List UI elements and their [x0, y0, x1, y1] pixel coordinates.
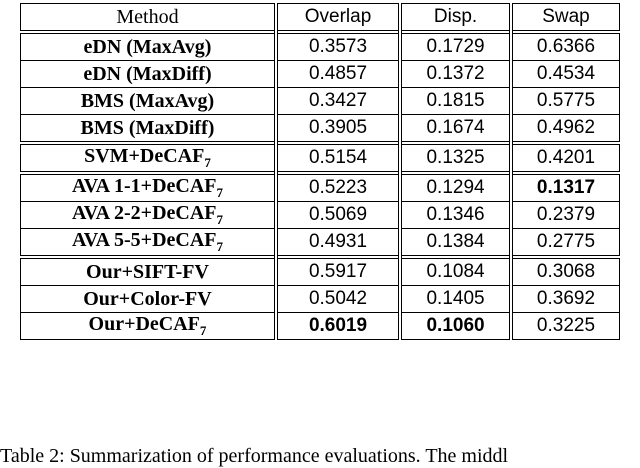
row: BMS (MaxAvg) 0.3427 0.1815 0.5775	[19, 87, 620, 115]
method-cell: BMS (MaxDiff)	[19, 114, 277, 144]
value-cell: 0.5154	[273, 141, 401, 174]
value-cell: 0.1815	[398, 87, 512, 115]
value-cell: 0.1060	[398, 312, 512, 340]
value-cell: 0.1317	[508, 171, 620, 202]
value-cell: 0.6019	[273, 312, 401, 340]
value-cell: 0.4857	[273, 60, 401, 88]
value-cell: 0.1372	[398, 60, 512, 88]
row: AVA 5-5+DeCAF7 0.4931 0.1384 0.2775	[19, 228, 620, 258]
method-name: AVA 1-1+DeCAF	[71, 175, 217, 197]
value-cell: 0.4931	[273, 228, 401, 258]
row: SVM+DeCAF7 0.5154 0.1325 0.4201	[19, 141, 620, 174]
value-cell: 0.3068	[508, 255, 620, 286]
value-cell: 0.5223	[273, 171, 401, 202]
row: AVA 1-1+DeCAF7 0.5223 0.1294 0.1317	[19, 171, 620, 202]
value-cell: 0.5775	[508, 87, 620, 115]
value-cell: 0.3905	[273, 114, 401, 144]
header-cell: Disp.	[398, 3, 512, 33]
caption: Table 2: Summarization of performance ev…	[0, 445, 509, 467]
method-cell: BMS (MaxAvg)	[19, 87, 277, 115]
method-subscript: 7	[199, 323, 207, 338]
method-cell: Our+DeCAF7	[19, 312, 277, 340]
method-cell: eDN (MaxAvg)	[19, 30, 277, 61]
method-subscript: 7	[216, 212, 224, 227]
value-cell: 0.2379	[508, 201, 620, 229]
row: Our+SIFT-FV 0.5917 0.1084 0.3068	[19, 255, 620, 286]
row: BMS (MaxDiff) 0.3905 0.1674 0.4962	[19, 114, 620, 144]
row: Our+Color-FV 0.5042 0.1405 0.3692	[19, 285, 620, 313]
value-cell: 0.6366	[508, 30, 620, 61]
value-cell: 0.1674	[398, 114, 512, 144]
method-name: SVM+DeCAF	[84, 145, 205, 167]
method-cell: SVM+DeCAF7	[19, 141, 277, 174]
row: AVA 2-2+DeCAF7 0.5069 0.1346 0.2379	[19, 201, 620, 229]
value-cell: 0.1729	[398, 30, 512, 61]
value-cell: 0.1325	[398, 141, 512, 174]
method-name: eDN (MaxAvg)	[83, 35, 212, 58]
value-cell: 0.3225	[508, 312, 620, 340]
value-cell: 0.5917	[273, 255, 401, 286]
header-cell: Overlap	[273, 3, 401, 33]
value-cell: 0.1405	[398, 285, 512, 313]
method-name: BMS (MaxAvg)	[80, 89, 215, 112]
row: eDN (MaxAvg) 0.3573 0.1729 0.6366	[19, 30, 620, 61]
value-cell: 0.5069	[273, 201, 401, 229]
value-cell: 0.3692	[508, 285, 620, 313]
method-cell: AVA 2-2+DeCAF7	[19, 201, 277, 229]
method-cell: AVA 5-5+DeCAF7	[19, 228, 277, 258]
method-name: Our+SIFT-FV	[86, 260, 209, 283]
value-cell: 0.5042	[273, 285, 401, 313]
value-cell: 0.1346	[398, 201, 512, 229]
value-cell: 0.1084	[398, 255, 512, 286]
value-cell: 0.4534	[508, 60, 620, 88]
value-cell: 0.1294	[398, 171, 512, 202]
value-cell: 0.4962	[508, 114, 620, 144]
method-name: AVA 2-2+DeCAF	[71, 202, 217, 224]
value-cell: 0.3573	[273, 30, 401, 61]
value-cell: 0.1384	[398, 228, 512, 258]
method-cell: Our+Color-FV	[19, 285, 277, 313]
method-subscript: 7	[216, 185, 224, 200]
method-subscript: 7	[216, 239, 224, 254]
value-cell: 0.2775	[508, 228, 620, 258]
value-cell: 0.4201	[508, 141, 620, 174]
method-name: eDN (MaxDiff)	[83, 62, 212, 85]
row: Our+DeCAF7 0.6019 0.1060 0.3225	[19, 312, 620, 340]
method-cell: eDN (MaxDiff)	[19, 60, 277, 88]
row: eDN (MaxDiff) 0.4857 0.1372 0.4534	[19, 60, 620, 88]
method-subscript: 7	[204, 155, 211, 170]
method-name: Our+DeCAF	[88, 313, 200, 335]
method-name: AVA 5-5+DeCAF	[71, 229, 217, 251]
method-name: Our+Color-FV	[83, 287, 212, 310]
header-row: Method Overlap Disp. Swap	[19, 3, 620, 33]
method-cell: Our+SIFT-FV	[19, 255, 277, 286]
results-table: Method Overlap Disp. Swap eDN (MaxAvg) 0.3573…	[19, 3, 620, 340]
value-cell: 0.3427	[273, 87, 401, 115]
method-cell: AVA 1-1+DeCAF7	[19, 171, 277, 202]
method-name: BMS (MaxDiff)	[80, 116, 215, 139]
header-cell: Method	[19, 3, 277, 33]
header-cell: Swap	[508, 3, 620, 33]
